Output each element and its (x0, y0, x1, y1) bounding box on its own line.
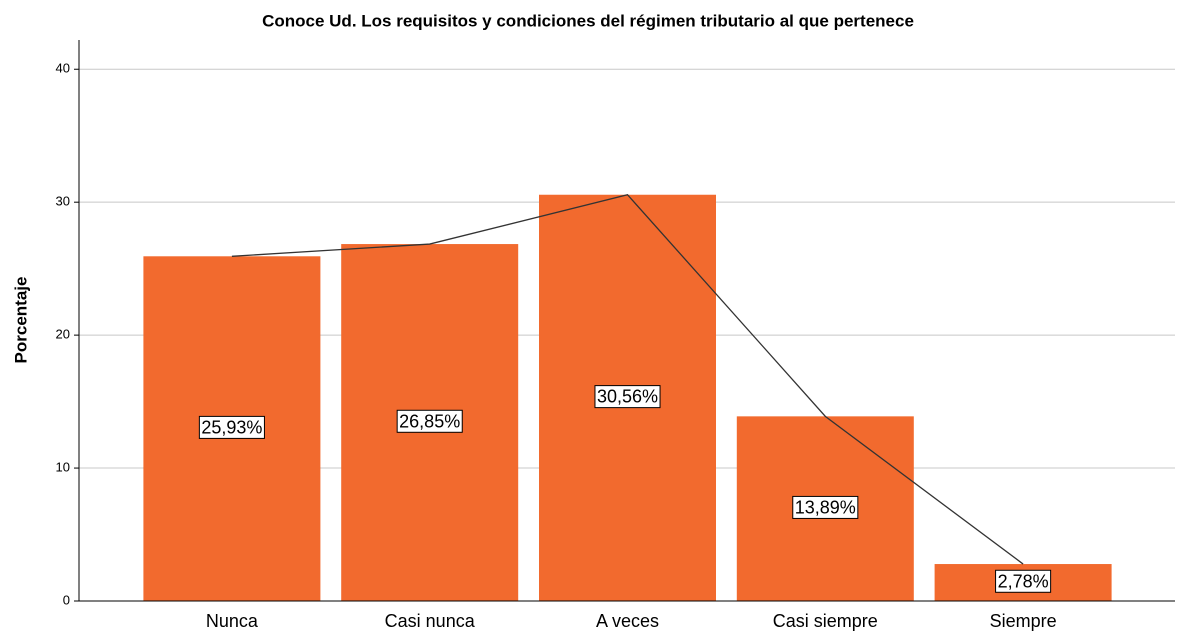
value-label-box (594, 385, 661, 409)
x-tick-label: Siempre (990, 611, 1057, 631)
x-tick-label: Casi nunca (385, 611, 476, 631)
value-label: 26,85% (396, 409, 463, 433)
value-label-box (995, 569, 1052, 593)
value-label: 13,89% (792, 495, 859, 519)
value-label: 30,56% (594, 385, 661, 409)
value-label-box (792, 495, 859, 519)
y-tick-label: 10 (56, 459, 70, 474)
value-label-text: 2,78% (998, 571, 1049, 591)
x-tick-label: A veces (596, 611, 659, 631)
x-tick-label: Nunca (206, 611, 259, 631)
x-tick-label: Casi siempre (773, 611, 878, 631)
value-label-box (396, 409, 463, 433)
value-label-text: 30,56% (597, 387, 658, 407)
chart-title: Conoce Ud. Los requisitos y condiciones … (262, 11, 914, 30)
y-tick-label: 0 (63, 592, 70, 607)
trend-line (231, 194, 1024, 565)
y-tick-label: 40 (56, 61, 70, 76)
value-label-text: 26,85% (399, 411, 460, 431)
value-label: 25,93% (198, 415, 265, 439)
value-label-text: 13,89% (795, 497, 856, 517)
value-label-box (198, 415, 265, 439)
y-tick-label: 30 (56, 194, 70, 209)
value-label-text: 25,93% (201, 417, 262, 437)
y-tick-label: 20 (56, 327, 70, 342)
y-axis-label: Porcentaje (11, 277, 30, 364)
value-label: 2,78% (995, 569, 1052, 593)
